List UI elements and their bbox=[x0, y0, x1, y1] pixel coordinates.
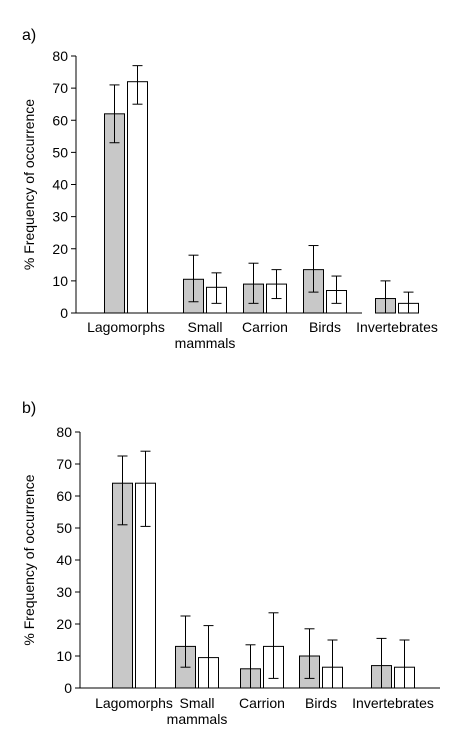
x-category-label-line: mammals bbox=[167, 711, 228, 727]
x-category-label-line: Birds bbox=[305, 695, 337, 711]
y-tick-label: 70 bbox=[52, 80, 68, 96]
y-tick-label: 80 bbox=[56, 424, 72, 440]
y-tick-label: 30 bbox=[56, 584, 72, 600]
y-tick-label: 60 bbox=[56, 488, 72, 504]
y-tick-label: 50 bbox=[52, 144, 68, 160]
x-category-label: Lagomorphs bbox=[87, 319, 165, 335]
x-category-label-line: Lagomorphs bbox=[87, 319, 165, 335]
x-category-label: Invertebrates bbox=[356, 319, 438, 335]
y-tick-label: 0 bbox=[60, 305, 68, 321]
y-tick-label: 10 bbox=[56, 648, 72, 664]
x-category-label: Small mammals bbox=[167, 695, 228, 727]
x-category-label: Lagomorphs bbox=[95, 695, 173, 711]
bar bbox=[127, 81, 148, 314]
x-category-label: Invertebrates bbox=[352, 695, 434, 711]
bar bbox=[104, 113, 125, 314]
y-tick-label: 80 bbox=[52, 48, 68, 64]
x-category-label-line: mammals bbox=[175, 335, 236, 351]
x-category-label: Small mammals bbox=[175, 319, 236, 351]
y-tick-label: 50 bbox=[56, 520, 72, 536]
y-tick-label: 60 bbox=[52, 112, 68, 128]
y-tick-label: 0 bbox=[64, 680, 72, 696]
x-category-label-line: Small bbox=[179, 695, 214, 711]
x-category-label: Birds bbox=[305, 695, 337, 711]
x-category-label: Birds bbox=[309, 319, 341, 335]
y-tick-label: 40 bbox=[56, 552, 72, 568]
chart-panel-b: b) 0 10 20 30 40 50 60 70 80 % Frequency of occurr… bbox=[21, 400, 440, 727]
x-category-label-line: Invertebrates bbox=[356, 319, 438, 335]
x-category-label: Carrion bbox=[239, 695, 285, 711]
x-category-label-line: Invertebrates bbox=[352, 695, 434, 711]
y-tick-label: 30 bbox=[52, 209, 68, 225]
y-axis-label: % Frequency of occurrence bbox=[21, 99, 37, 270]
y-axis-label: % Frequency of occurrence bbox=[21, 474, 37, 645]
x-category-label-line: Carrion bbox=[242, 319, 288, 335]
y-tick-label: 20 bbox=[56, 616, 72, 632]
chart-panel-a: a) 0 10 20 30 40 50 60 70 80 % Frequency of occurr… bbox=[21, 27, 438, 351]
panel-label: a) bbox=[22, 27, 36, 44]
y-tick-label: 10 bbox=[52, 273, 68, 289]
x-category-label-line: Birds bbox=[309, 319, 341, 335]
y-tick-label: 20 bbox=[52, 241, 68, 257]
x-category-label-line: Small bbox=[187, 319, 222, 335]
x-category-label-line: Carrion bbox=[239, 695, 285, 711]
panel-label: b) bbox=[22, 400, 36, 417]
x-category-label-line: Lagomorphs bbox=[95, 695, 173, 711]
x-category-label: Carrion bbox=[242, 319, 288, 335]
y-tick-label: 40 bbox=[52, 177, 68, 193]
y-tick-label: 70 bbox=[56, 456, 72, 472]
